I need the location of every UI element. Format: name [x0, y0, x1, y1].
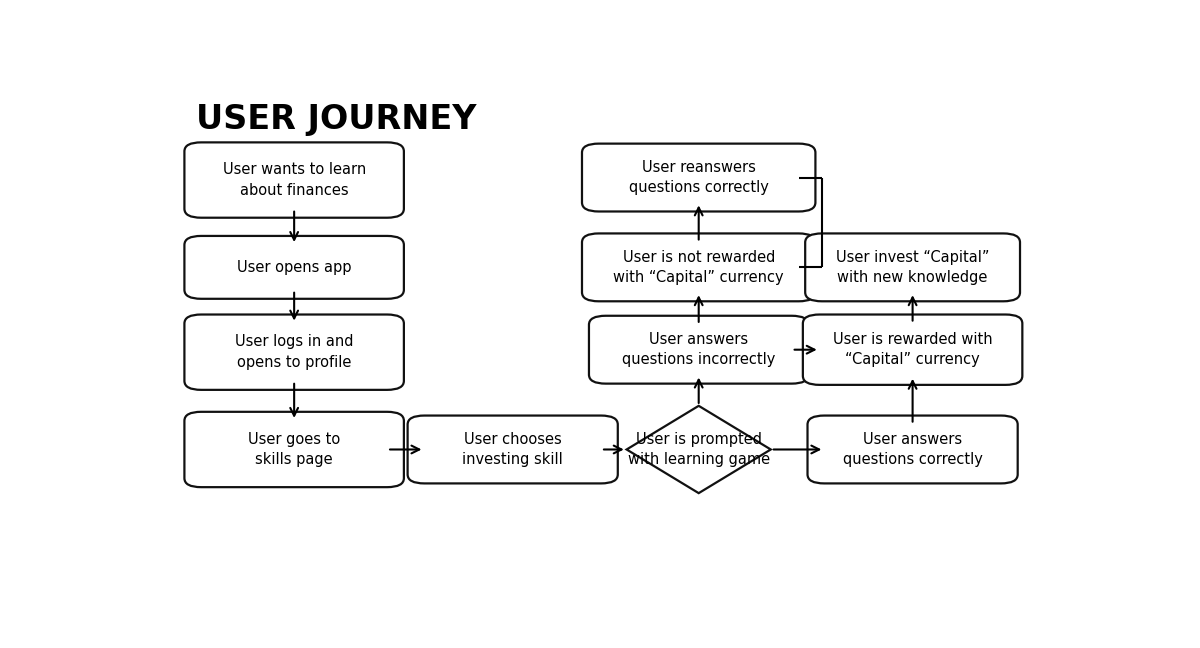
Text: User opens app: User opens app	[236, 260, 352, 275]
Text: User wants to learn
about finances: User wants to learn about finances	[222, 163, 366, 198]
FancyBboxPatch shape	[408, 415, 618, 483]
FancyBboxPatch shape	[582, 144, 816, 211]
Text: User reanswers
questions correctly: User reanswers questions correctly	[629, 160, 769, 195]
Text: User invest “Capital”
with new knowledge: User invest “Capital” with new knowledge	[836, 249, 989, 285]
FancyBboxPatch shape	[185, 314, 404, 390]
Text: User is not rewarded
with “Capital” currency: User is not rewarded with “Capital” curr…	[613, 249, 784, 285]
FancyBboxPatch shape	[185, 143, 404, 218]
Text: USER JOURNEY: USER JOURNEY	[197, 102, 478, 135]
Text: User logs in and
opens to profile: User logs in and opens to profile	[235, 334, 353, 370]
Text: User answers
questions correctly: User answers questions correctly	[842, 432, 983, 467]
Text: User answers
questions incorrectly: User answers questions incorrectly	[622, 332, 775, 367]
FancyBboxPatch shape	[803, 314, 1022, 385]
Text: User is prompted
with learning game: User is prompted with learning game	[628, 432, 769, 467]
FancyBboxPatch shape	[805, 233, 1020, 301]
FancyBboxPatch shape	[582, 233, 816, 301]
Text: User chooses
investing skill: User chooses investing skill	[462, 432, 563, 467]
Polygon shape	[626, 406, 770, 493]
FancyBboxPatch shape	[185, 236, 404, 299]
FancyBboxPatch shape	[589, 316, 809, 384]
FancyBboxPatch shape	[185, 412, 404, 487]
Text: User goes to
skills page: User goes to skills page	[248, 432, 341, 467]
FancyBboxPatch shape	[808, 415, 1018, 483]
Text: User is rewarded with
“Capital” currency: User is rewarded with “Capital” currency	[833, 332, 992, 367]
